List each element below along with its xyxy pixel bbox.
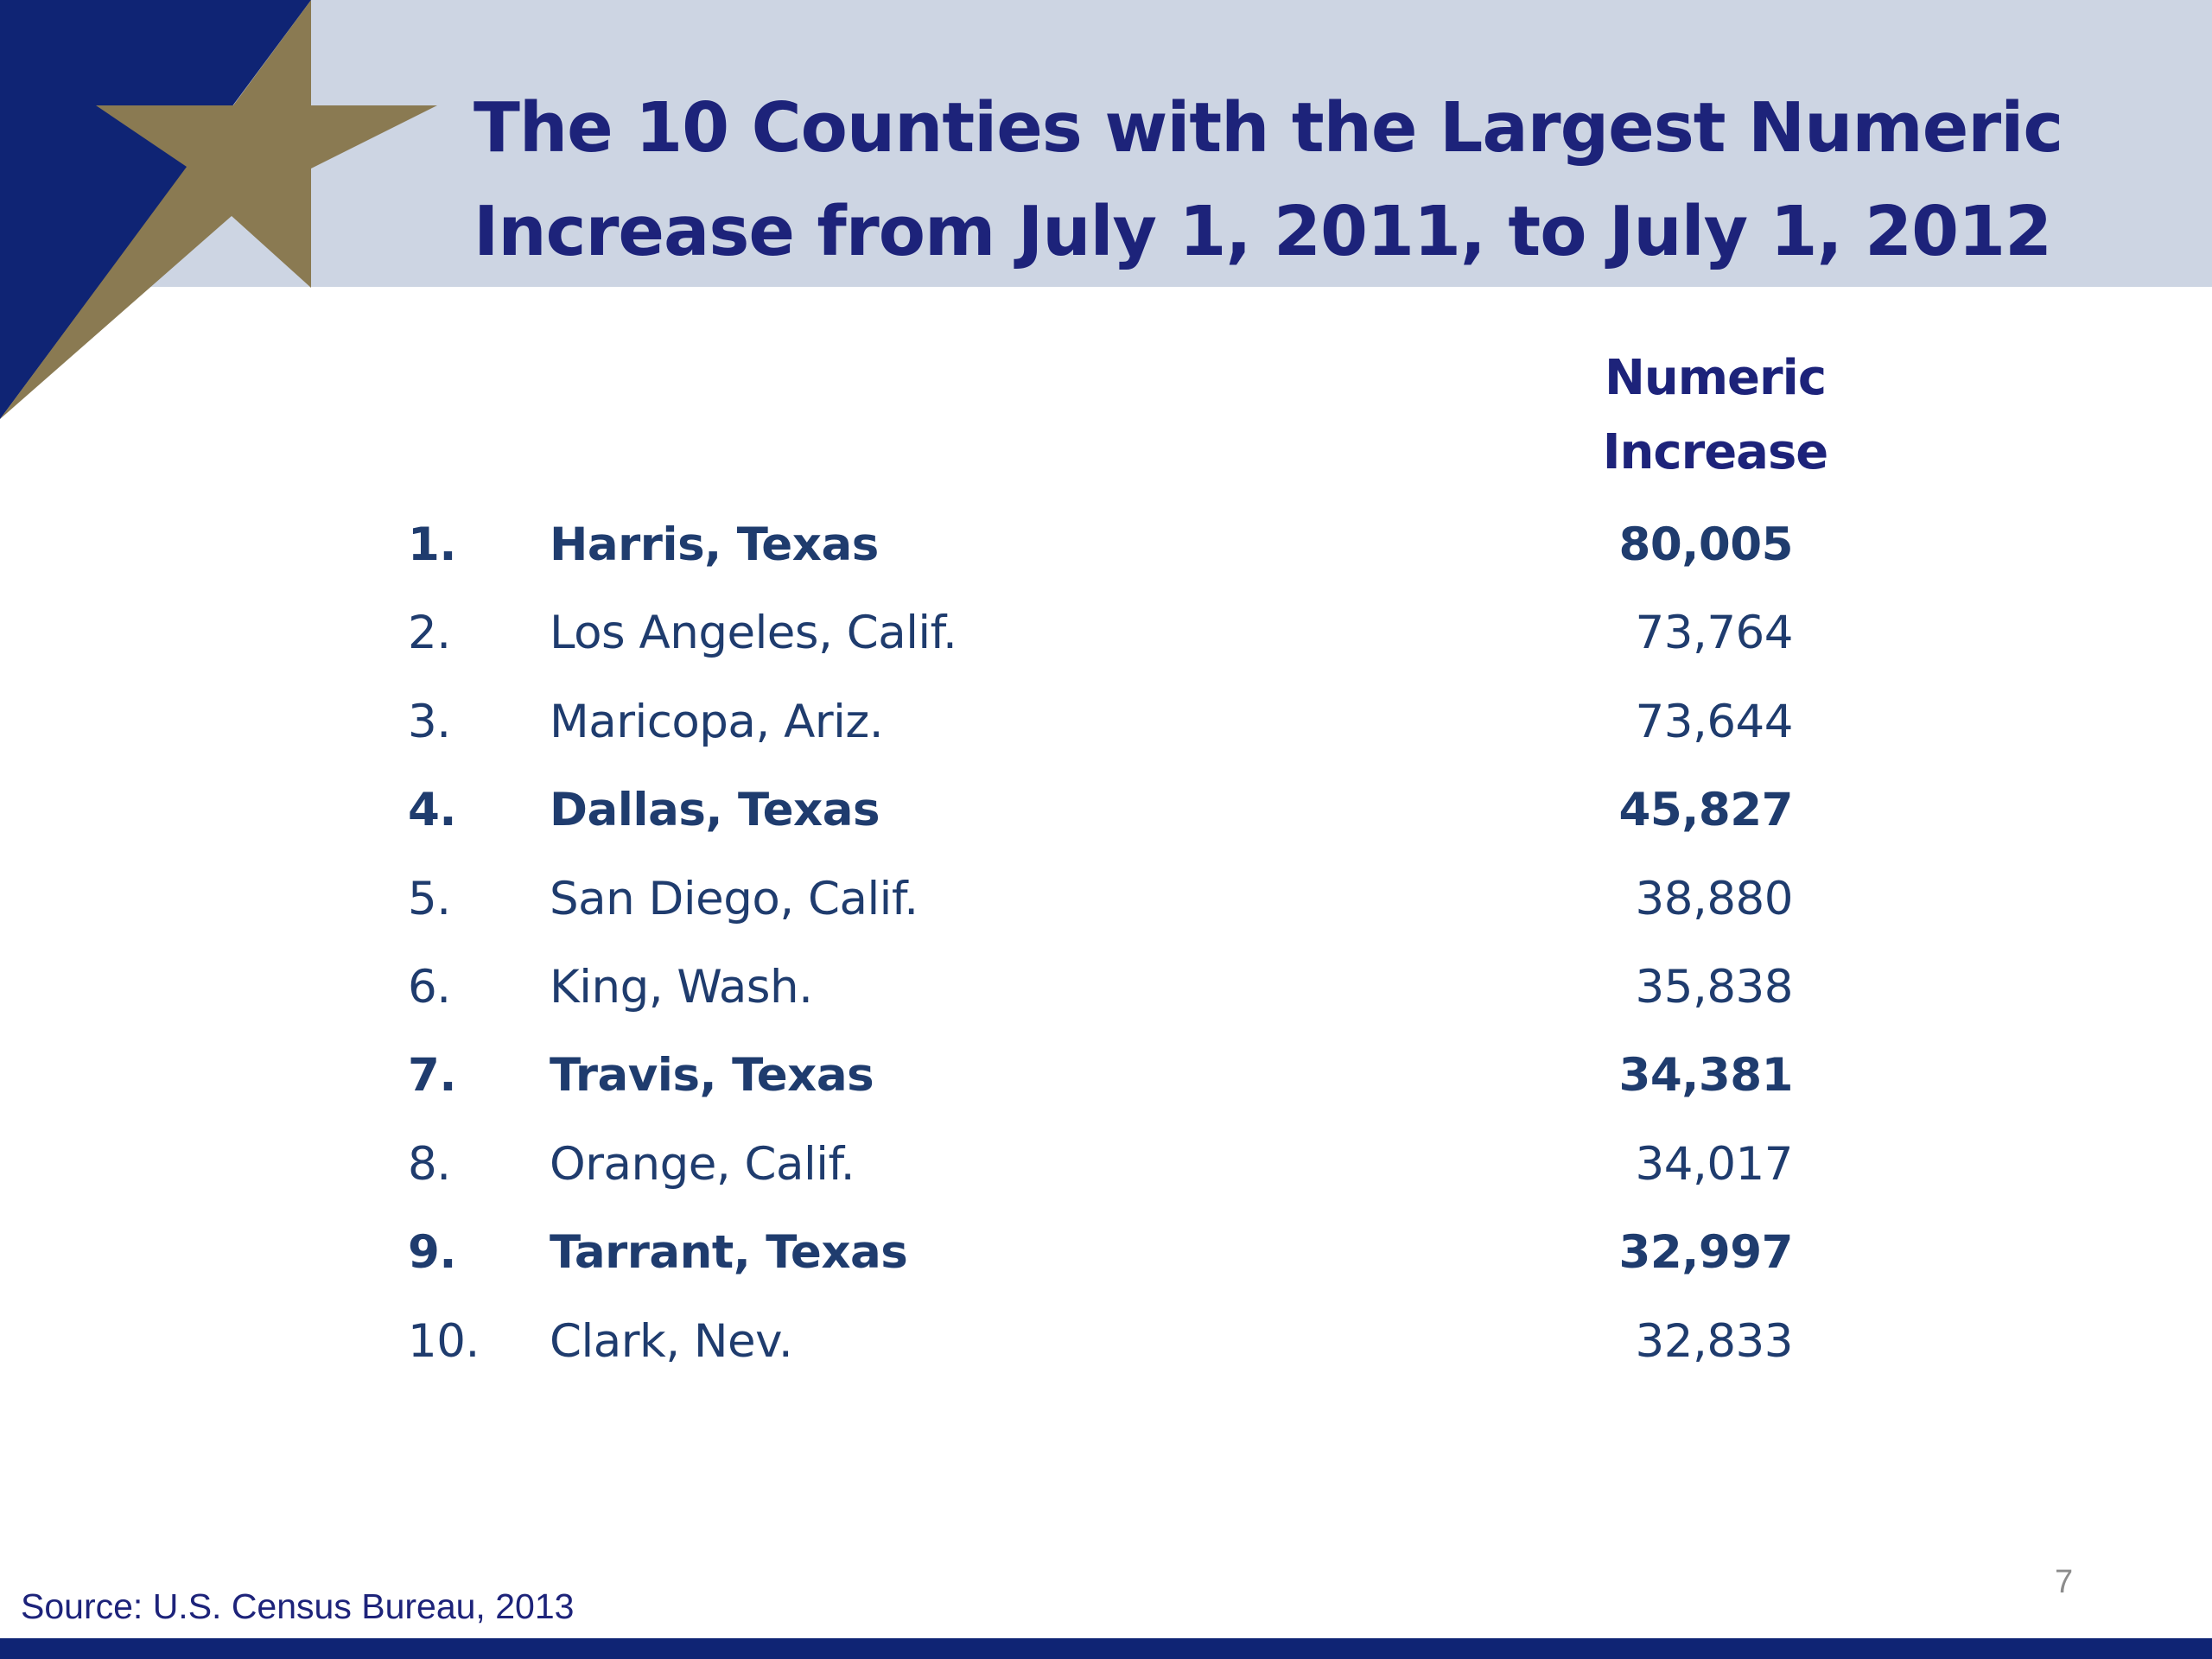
row-rank: 10. xyxy=(408,1315,480,1368)
row-rank: 4. xyxy=(408,784,457,836)
row-value: 73,644 xyxy=(1635,696,1794,748)
row-county: Los Angeles, Calif. xyxy=(550,607,957,659)
row-value: 80,005 xyxy=(1618,518,1793,571)
row-county: Harris, Texas xyxy=(550,518,879,571)
row-rank: 3. xyxy=(408,696,451,748)
row-county: Tarrant, Texas xyxy=(550,1226,908,1279)
source-note: Source: U.S. Census Bureau, 2013 xyxy=(21,1586,575,1626)
row-county: Dallas, Texas xyxy=(550,784,880,836)
row-county: Travis, Texas xyxy=(550,1049,874,1102)
slide-title: The 10 Counties with the Largest Numeric… xyxy=(474,76,2115,283)
row-rank: 1. xyxy=(408,518,457,571)
column-header-line-2: Increase xyxy=(1602,424,1829,480)
table-row: 8. Orange, Calif. 34,017 xyxy=(0,1121,2212,1209)
row-value: 34,017 xyxy=(1635,1138,1794,1191)
header-band xyxy=(0,0,2212,287)
table-row: 5. San Diego, Calif. 38,880 xyxy=(0,855,2212,944)
row-county: San Diego, Calif. xyxy=(550,873,918,925)
table-row: 3. Maricopa, Ariz. 73,644 xyxy=(0,678,2212,766)
slide-title-line-1: The 10 Counties with the Largest Numeric xyxy=(474,88,2063,168)
table-row: 10. Clark, Nev. 32,833 xyxy=(0,1298,2212,1386)
footer-bar xyxy=(0,1638,2212,1659)
row-value: 38,880 xyxy=(1635,873,1794,925)
row-value: 73,764 xyxy=(1635,607,1794,659)
row-rank: 5. xyxy=(408,873,451,925)
row-rank: 8. xyxy=(408,1138,451,1191)
row-value: 34,381 xyxy=(1618,1049,1793,1102)
row-value: 45,827 xyxy=(1618,784,1793,836)
table-row: 6. King, Wash. 35,838 xyxy=(0,944,2212,1032)
table-row: 1. Harris, Texas 80,005 xyxy=(0,501,2212,589)
row-rank: 9. xyxy=(408,1226,457,1279)
numeric-increase-column-header: Numeric Increase xyxy=(1573,341,1858,490)
page-number: 7 xyxy=(2055,1564,2074,1600)
row-value: 32,997 xyxy=(1618,1226,1793,1279)
row-value: 35,838 xyxy=(1635,961,1794,1014)
table-row: 4. Dallas, Texas 45,827 xyxy=(0,766,2212,855)
row-rank: 7. xyxy=(408,1049,457,1102)
row-value: 32,833 xyxy=(1635,1315,1794,1368)
row-county: Clark, Nev. xyxy=(550,1315,793,1368)
row-rank: 2. xyxy=(408,607,451,659)
row-county: King, Wash. xyxy=(550,961,813,1014)
table-row: 7. Travis, Texas 34,381 xyxy=(0,1032,2212,1120)
star-icon xyxy=(0,0,437,419)
column-header-line-1: Numeric xyxy=(1604,350,1827,406)
row-rank: 6. xyxy=(408,961,451,1014)
slide-title-line-2: Increase from July 1, 2011, to July 1, 2… xyxy=(474,192,2052,271)
row-county: Maricopa, Ariz. xyxy=(550,696,884,748)
row-county: Orange, Calif. xyxy=(550,1138,855,1191)
table-row: 2. Los Angeles, Calif. 73,764 xyxy=(0,589,2212,677)
table-row: 9. Tarrant, Texas 32,997 xyxy=(0,1209,2212,1297)
